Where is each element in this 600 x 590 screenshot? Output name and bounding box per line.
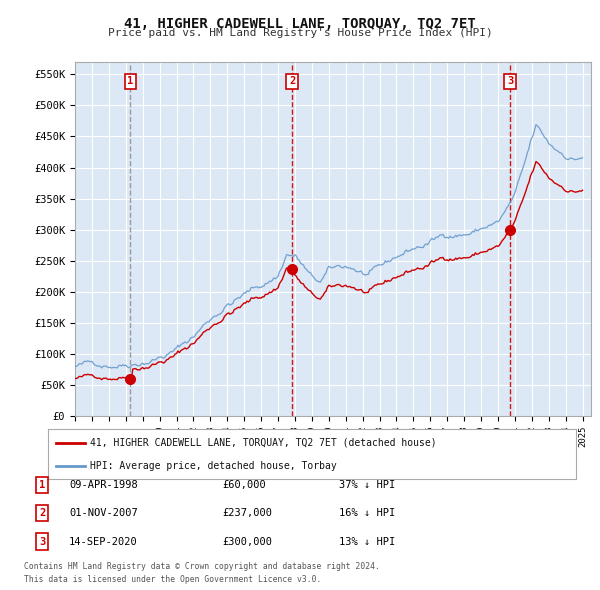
Text: 1: 1 — [127, 76, 133, 86]
Text: 16% ↓ HPI: 16% ↓ HPI — [339, 509, 395, 518]
Text: 3: 3 — [39, 537, 45, 546]
Text: 37% ↓ HPI: 37% ↓ HPI — [339, 480, 395, 490]
Text: HPI: Average price, detached house, Torbay: HPI: Average price, detached house, Torb… — [90, 461, 337, 471]
Text: Contains HM Land Registry data © Crown copyright and database right 2024.: Contains HM Land Registry data © Crown c… — [24, 562, 380, 571]
Text: 2: 2 — [39, 509, 45, 518]
Text: 41, HIGHER CADEWELL LANE, TORQUAY, TQ2 7ET (detached house): 41, HIGHER CADEWELL LANE, TORQUAY, TQ2 7… — [90, 438, 437, 448]
Text: 1: 1 — [39, 480, 45, 490]
Text: £300,000: £300,000 — [222, 537, 272, 546]
Text: 13% ↓ HPI: 13% ↓ HPI — [339, 537, 395, 546]
Text: This data is licensed under the Open Government Licence v3.0.: This data is licensed under the Open Gov… — [24, 575, 322, 584]
Text: £237,000: £237,000 — [222, 509, 272, 518]
Text: Price paid vs. HM Land Registry's House Price Index (HPI): Price paid vs. HM Land Registry's House … — [107, 28, 493, 38]
Text: 01-NOV-2007: 01-NOV-2007 — [69, 509, 138, 518]
Text: 41, HIGHER CADEWELL LANE, TORQUAY, TQ2 7ET: 41, HIGHER CADEWELL LANE, TORQUAY, TQ2 7… — [124, 17, 476, 31]
Text: 2: 2 — [289, 76, 295, 86]
Text: 14-SEP-2020: 14-SEP-2020 — [69, 537, 138, 546]
Text: 09-APR-1998: 09-APR-1998 — [69, 480, 138, 490]
Text: 3: 3 — [507, 76, 513, 86]
Text: £60,000: £60,000 — [222, 480, 266, 490]
